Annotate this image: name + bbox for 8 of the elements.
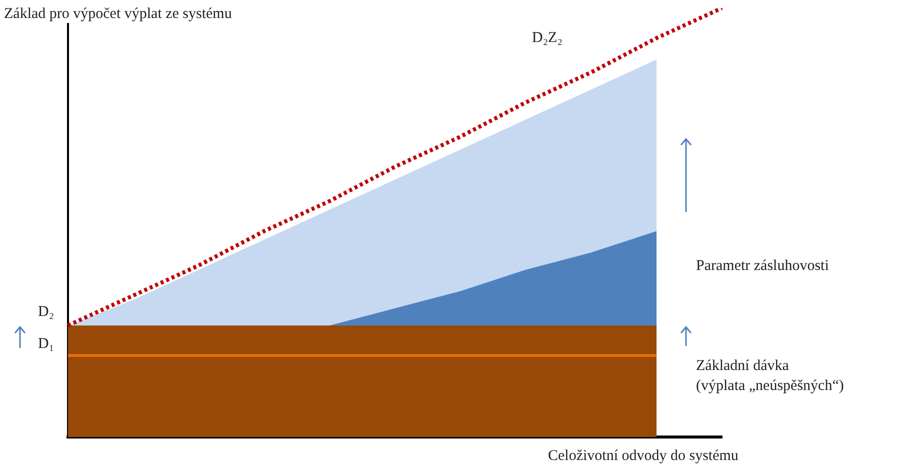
annotation: Základní dávka xyxy=(696,358,789,375)
text: D₂ xyxy=(38,304,54,321)
annotation: Parametr zásluhovosti xyxy=(696,258,829,275)
x-axis-title: Celoživotní odvody do systému xyxy=(548,448,738,465)
annotation: D₂Z₂ xyxy=(532,30,562,47)
chart-title: Základ pro výpočet výplat ze systému xyxy=(4,6,232,23)
text: D₁ xyxy=(38,336,54,353)
annotation: (výplata „neúspěšných“) xyxy=(696,378,844,395)
